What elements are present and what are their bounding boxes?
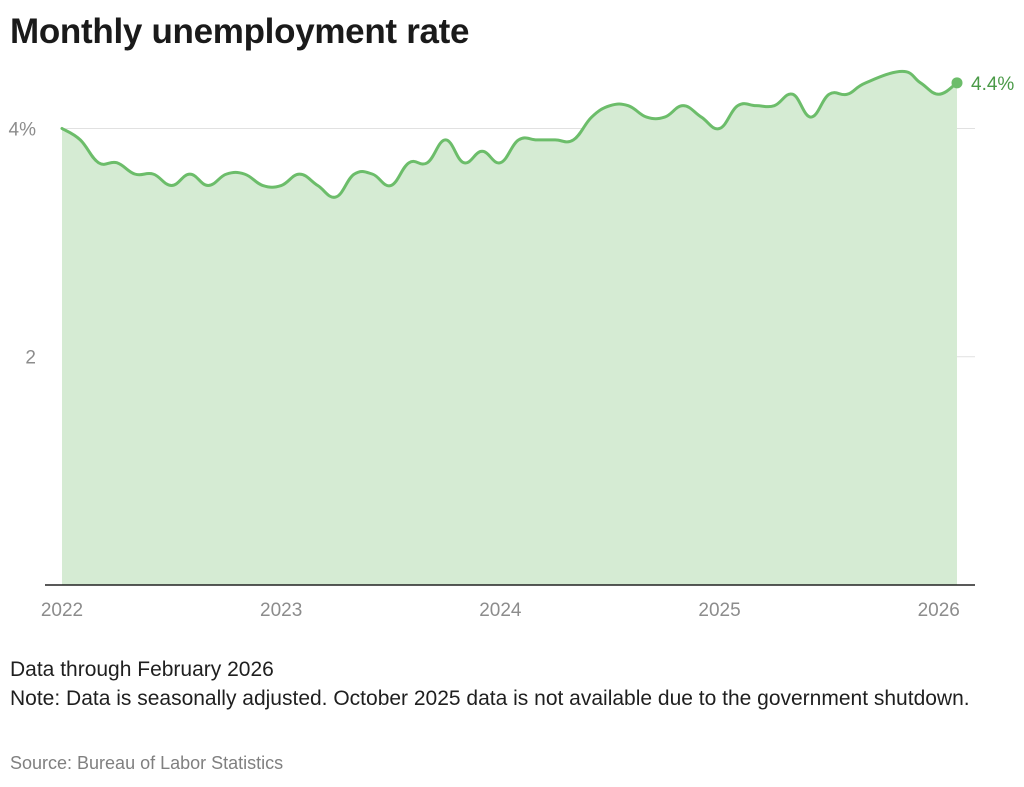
data-point-2023-05 — [353, 173, 356, 176]
x-tick-label-2025: 2025 — [698, 600, 740, 621]
data-point-2024-11 — [682, 104, 685, 107]
data-point-2023-12 — [481, 150, 484, 153]
data-point-2025-07 — [828, 93, 831, 96]
x-axis: 2022 2023 2024 2025 2026 — [41, 584, 975, 621]
data-point-2024-10 — [663, 116, 666, 119]
unemployment-chart: 2022 2023 2024 2025 2026 2 4% 4.4% — [9, 69, 1015, 621]
data-point-2024-01 — [499, 161, 502, 164]
data-point-2022-06 — [152, 173, 155, 176]
data-point-2024-08 — [627, 104, 630, 107]
latest-value-label: 4.4% — [971, 74, 1014, 95]
data-point-2022-09 — [207, 184, 210, 187]
data-point-2023-04 — [334, 195, 337, 198]
data-point-2022-07 — [170, 184, 173, 187]
data-point-2023-10 — [444, 138, 447, 141]
data-point-2024-07 — [608, 104, 611, 107]
data-point-2024-04 — [554, 138, 557, 141]
data-point-2025-06 — [809, 116, 812, 119]
data-point-2025-03 — [755, 104, 758, 107]
x-tick-label-2026: 2026 — [918, 600, 960, 621]
data-point-2025-12 — [919, 81, 922, 84]
data-point-2023-03 — [316, 184, 319, 187]
data-point-2022-03 — [97, 161, 100, 164]
data-point-2022-02 — [79, 138, 82, 141]
data-point-2024-09 — [645, 116, 648, 119]
labels: 2 4% 4.4% — [9, 74, 1015, 369]
data-point-2025-05 — [791, 93, 794, 96]
x-tick-label-2022: 2022 — [41, 600, 83, 621]
data-point-2025-09 — [864, 81, 867, 84]
data-through-note: Data through February 2026 — [10, 658, 274, 681]
data-point-2025-02 — [736, 104, 739, 107]
data-point-2023-08 — [408, 161, 411, 164]
data-point-2025-11 — [901, 70, 904, 73]
series-line — [60, 69, 959, 199]
x-tick-label-2023: 2023 — [260, 600, 302, 621]
data-point-2023-09 — [426, 161, 429, 164]
data-point-2023-06 — [371, 173, 374, 176]
data-point-2022-11 — [243, 173, 246, 176]
seasonal-adjustment-note: Note: Data is seasonally adjusted. Octob… — [10, 687, 970, 710]
data-point-2024-06 — [590, 116, 593, 119]
data-point-2025-01 — [718, 127, 721, 130]
data-point-2023-01 — [280, 184, 283, 187]
data-point-2025-08 — [846, 93, 849, 96]
latest-value-dot — [951, 77, 963, 89]
data-point-2022-08 — [188, 173, 191, 176]
data-point-2023-02 — [298, 173, 301, 176]
area-fill — [62, 71, 957, 585]
data-point-2023-11 — [462, 161, 465, 164]
data-point-2025-04 — [773, 104, 776, 107]
data-point-2024-02 — [517, 138, 520, 141]
chart-title: Monthly unemployment rate — [10, 12, 470, 51]
data-point-2022-12 — [261, 184, 264, 187]
data-point-2026-01 — [937, 93, 940, 96]
y-tick-label: 2 — [25, 348, 36, 369]
data-point-2022-04 — [115, 161, 118, 164]
data-point-2022-10 — [225, 173, 228, 176]
data-point-2023-07 — [389, 184, 392, 187]
data-point-2024-05 — [572, 138, 575, 141]
x-tick-label-2024: 2024 — [479, 600, 522, 621]
y-tick-label: 4% — [9, 119, 37, 140]
data-point-2022-01 — [61, 127, 64, 130]
area-series — [60, 69, 963, 585]
source-note: Source: Bureau of Labor Statistics — [10, 753, 284, 773]
data-point-2022-05 — [134, 173, 137, 176]
chart-notes: Data through February 2026 Note: Data is… — [10, 655, 1000, 713]
data-point-2024-03 — [535, 138, 538, 141]
data-point-2024-12 — [700, 116, 703, 119]
